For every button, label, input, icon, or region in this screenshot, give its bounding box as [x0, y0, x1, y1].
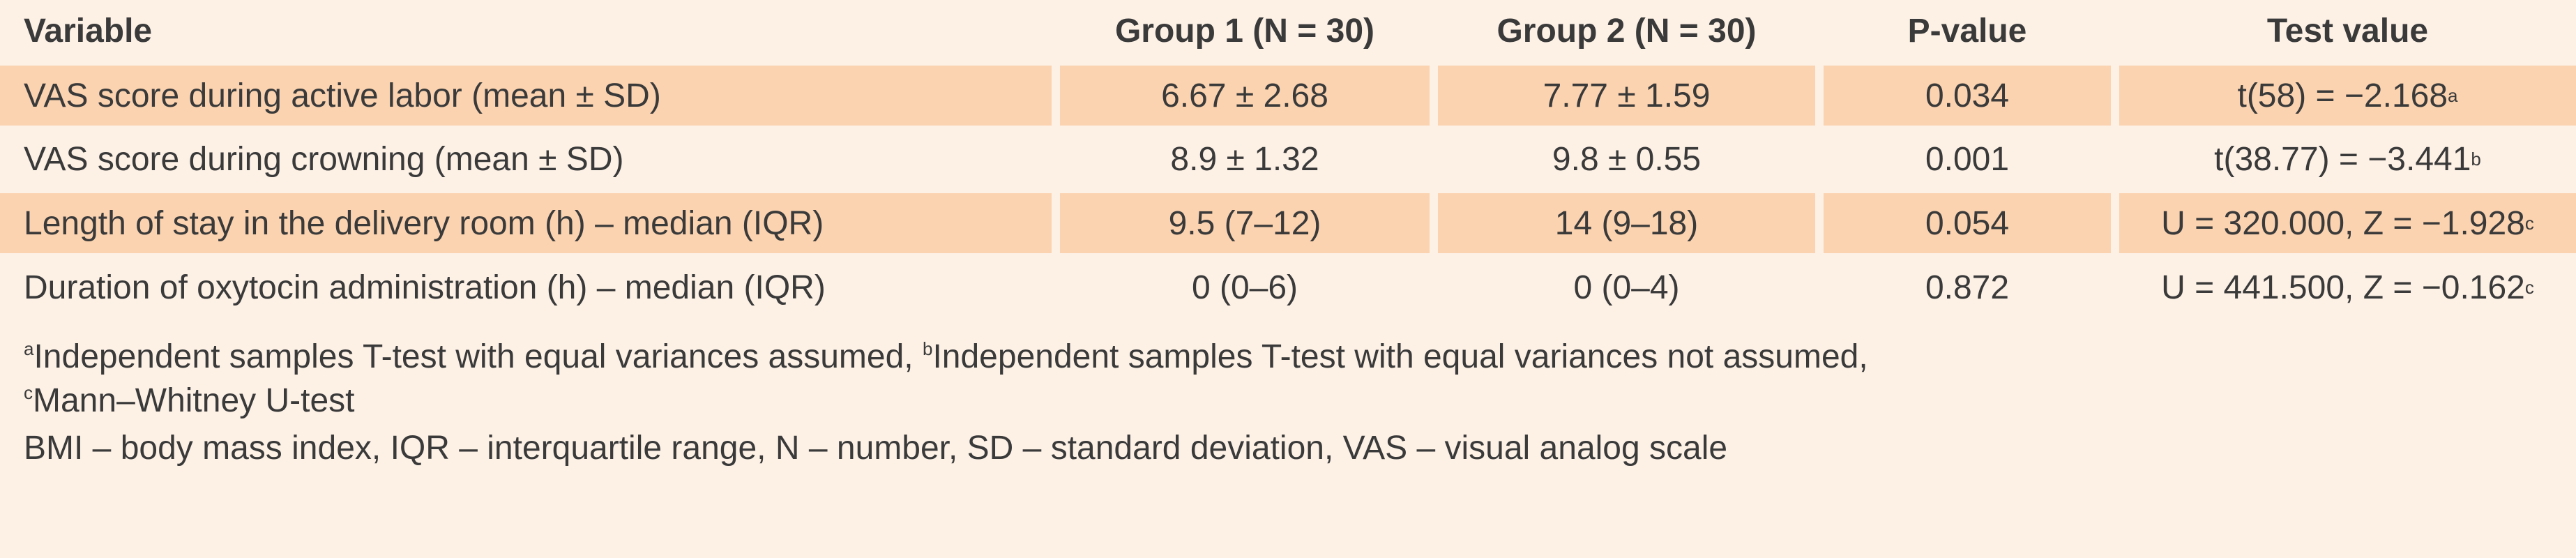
footnote-line: cMann–Whitney U-test — [24, 382, 355, 420]
table-row: VAS score during active labor (mean ± SD… — [0, 66, 2576, 126]
variable-cell: Length of stay in the delivery room (h) … — [0, 193, 1052, 253]
test-note-mark: c — [2524, 212, 2534, 234]
test-value-cell: t(38.77) = −3.441 b — [2119, 131, 2576, 187]
footnote-line: aIndependent samples T-test with equal v… — [24, 338, 1868, 376]
table-row: Duration of oxytocin administration (h) … — [0, 259, 2576, 315]
header-row: Variable Group 1 (N = 30) Group 2 (N = 3… — [0, 0, 2576, 61]
test-note-mark: b — [2471, 148, 2481, 169]
test-value: U = 320.000, Z = −1.928 — [2161, 204, 2525, 242]
test-value-cell: t(58) = −2.168 a — [2119, 66, 2576, 126]
footnote-mark: b — [922, 338, 933, 359]
test-value: t(38.77) = −3.441 — [2214, 140, 2471, 178]
variable-cell: VAS score during crowning (mean ± SD) — [24, 140, 624, 178]
test-note-mark: a — [2448, 84, 2458, 106]
footnote-text: Mann–Whitney U-test — [33, 382, 355, 419]
group2-cell: 7.77 ± 1.59 — [1438, 66, 1815, 126]
table-row: VAS score during crowning (mean ± SD) 8.9… — [0, 131, 2576, 187]
header-cell: Test value — [2266, 12, 2429, 50]
group1-cell: 0 (0–6) — [1191, 269, 1298, 306]
header-cell: Group 1 (N = 30) — [1114, 12, 1375, 50]
variable-cell: Duration of oxytocin administration (h) … — [24, 269, 826, 306]
p-value-cell: 0.872 — [1925, 269, 2010, 306]
group1-cell: 8.9 ± 1.32 — [1170, 140, 1319, 178]
test-value: U = 441.500, Z = −0.162 — [2161, 269, 2525, 306]
header-cell: P-value — [1907, 12, 2027, 50]
test-note-mark: c — [2524, 276, 2534, 298]
header-cell: Group 2 (N = 30) — [1497, 12, 1757, 50]
group1-cell: 6.67 ± 2.68 — [1060, 66, 1430, 126]
test-value-cell: U = 441.500, Z = −0.162 c — [2119, 259, 2576, 315]
test-value: t(58) = −2.168 — [2237, 77, 2448, 114]
table-row: Length of stay in the delivery room (h) … — [0, 193, 2576, 253]
group2-cell: 14 (9–18) — [1438, 193, 1815, 253]
footnote-text: Independent samples T-test with equal va… — [33, 338, 923, 375]
group1-cell: 9.5 (7–12) — [1060, 193, 1430, 253]
p-value-cell: 0.054 — [1824, 193, 2111, 253]
group2-cell: 0 (0–4) — [1573, 269, 1680, 306]
footnote-mark: a — [24, 338, 34, 359]
header-cell: Variable — [24, 12, 153, 50]
group2-cell: 9.8 ± 0.55 — [1552, 140, 1702, 178]
footnote-text: Independent samples T-test with equal va… — [932, 338, 1868, 375]
abbreviations: BMI – body mass index, IQR – interquarti… — [24, 430, 1728, 467]
p-value-cell: 0.001 — [1925, 140, 2010, 178]
test-value-cell: U = 320.000, Z = −1.928 c — [2119, 193, 2576, 253]
footnote-mark: c — [24, 382, 33, 403]
variable-cell: VAS score during active labor (mean ± SD… — [0, 66, 1052, 126]
p-value-cell: 0.034 — [1824, 66, 2111, 126]
